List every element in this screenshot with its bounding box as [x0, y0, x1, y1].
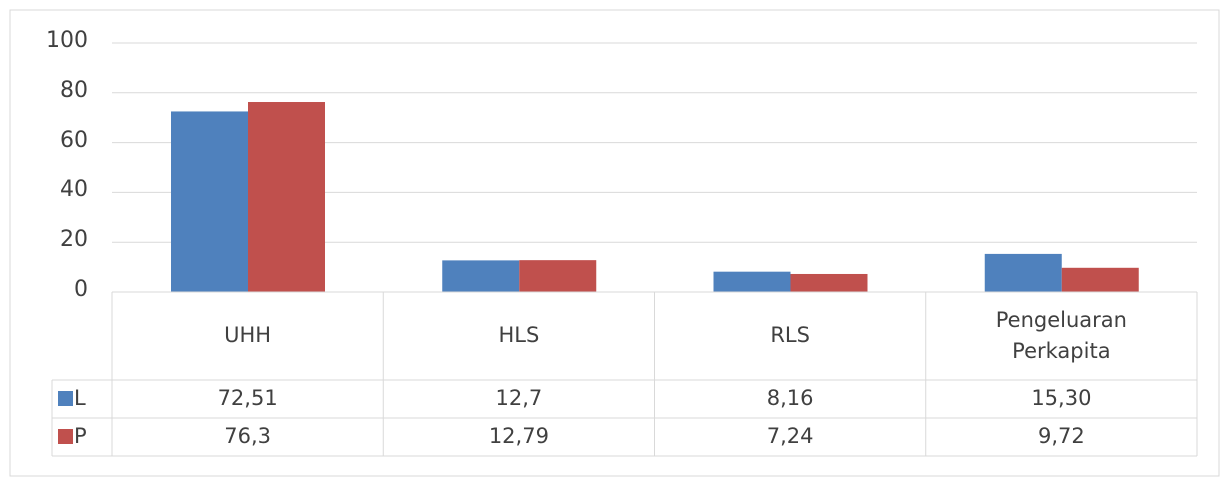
- table-value: 12,7: [495, 386, 543, 411]
- legend-swatch: [58, 429, 73, 444]
- y-tick-label: 0: [74, 277, 88, 302]
- y-tick-label: 20: [60, 227, 88, 253]
- table-value: 8,16: [766, 386, 814, 411]
- table-value: 72,51: [217, 386, 278, 411]
- legend-label: L: [74, 386, 86, 411]
- bar: [713, 271, 791, 292]
- y-tick-label: 100: [46, 28, 88, 53]
- table-value: 9,72: [1037, 424, 1085, 449]
- bar: [1061, 267, 1139, 292]
- table-value: 76,3: [224, 424, 271, 449]
- legend-label: P: [74, 424, 87, 449]
- bar: [171, 111, 248, 292]
- bar: [790, 273, 868, 292]
- y-tick-label: 40: [60, 177, 88, 203]
- bar: [248, 102, 325, 292]
- y-tick-label: 80: [60, 77, 88, 103]
- legend-swatch: [58, 391, 73, 406]
- category-label: HLS: [498, 323, 540, 348]
- bar: [442, 260, 520, 292]
- bar: [984, 253, 1062, 292]
- category-label: RLS: [770, 323, 810, 348]
- table-value: 15,30: [1031, 386, 1092, 411]
- y-tick-label: 60: [60, 127, 88, 153]
- category-label: Pengeluaran Perkapita: [995, 307, 1127, 364]
- bar: [519, 260, 597, 292]
- table-value: 7,24: [766, 424, 814, 449]
- category-label: UHH: [224, 323, 272, 348]
- table-value: 12,79: [488, 424, 549, 449]
